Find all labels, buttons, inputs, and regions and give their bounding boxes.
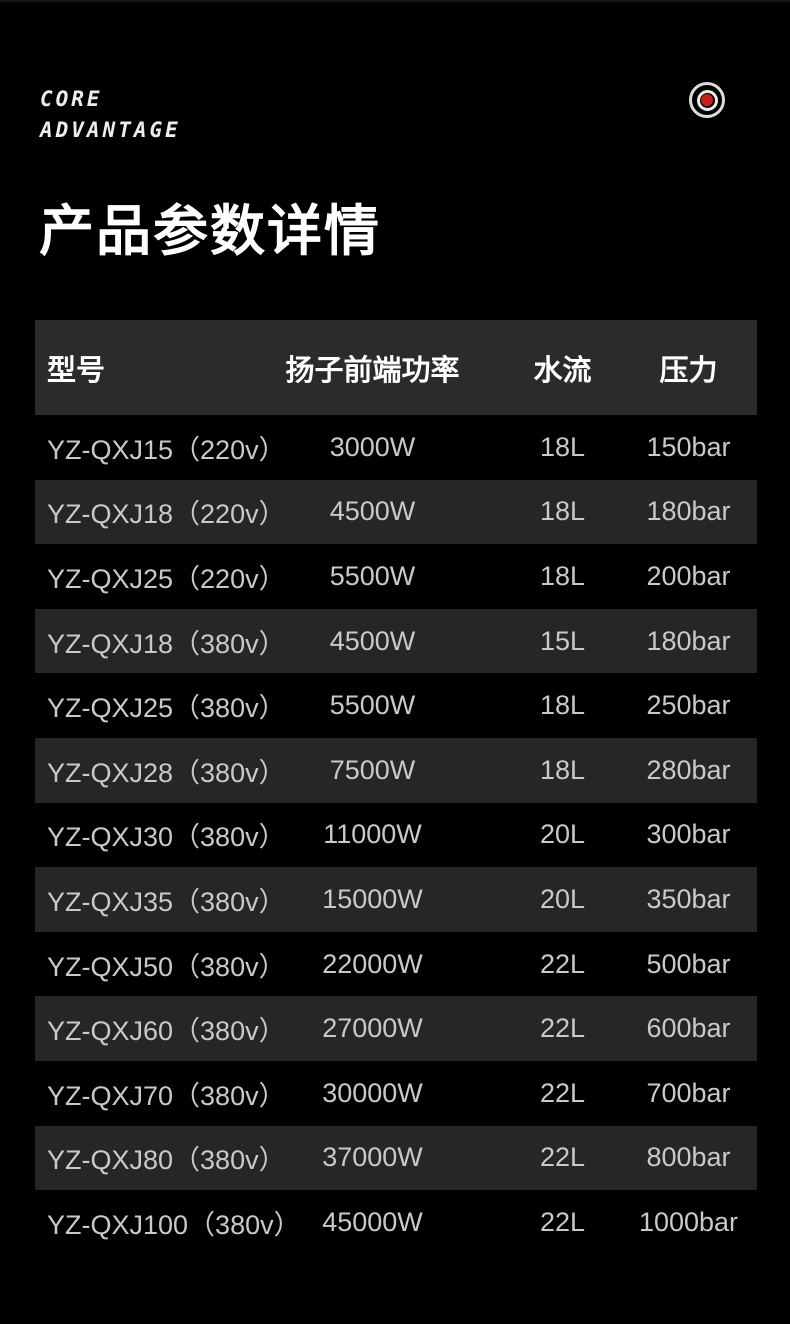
cell-pressure: 300bar bbox=[646, 819, 731, 850]
cell-power: 45000W bbox=[322, 1206, 423, 1237]
cell-power: 11000W bbox=[323, 819, 422, 850]
table-row: YZ-QXJ18（380v） 4500W 15L 180bar bbox=[35, 608, 757, 674]
column-header-pressure: 压力 bbox=[659, 354, 718, 387]
cell-power: 7500W bbox=[329, 754, 416, 785]
cell-model: YZ-QXJ18（220v） bbox=[47, 499, 286, 530]
cell-flow: 18L bbox=[539, 754, 586, 785]
cell-power: 4500W bbox=[329, 625, 416, 656]
cell-pressure: 800bar bbox=[646, 1142, 731, 1173]
cell-model: YZ-QXJ18（380v） bbox=[47, 628, 286, 659]
cell-pressure: 700bar bbox=[646, 1077, 731, 1108]
cell-flow: 22L bbox=[539, 1013, 586, 1044]
cell-power: 3000W bbox=[329, 431, 416, 462]
column-header-model: 型号 bbox=[47, 354, 106, 387]
cell-flow: 22L bbox=[539, 1077, 586, 1108]
brand-logo: CORE ADVANTAGE bbox=[40, 84, 181, 146]
brand-line-1: CORE bbox=[40, 87, 103, 111]
table-row: YZ-QXJ18（220v） 4500W 18L 180bar bbox=[35, 479, 757, 545]
cell-model: YZ-QXJ35（380v） bbox=[47, 886, 286, 917]
cell-flow: 15L bbox=[539, 625, 586, 656]
cell-power: 5500W bbox=[329, 560, 416, 591]
cell-flow: 22L bbox=[539, 1142, 586, 1173]
table-row: YZ-QXJ15（220v） 3000W 18L 150bar bbox=[35, 415, 757, 480]
cell-flow: 20L bbox=[539, 883, 586, 914]
table-row: YZ-QXJ80（380v） 37000W 22L 800bar bbox=[35, 1125, 757, 1191]
cell-power: 30000W bbox=[322, 1077, 423, 1108]
cell-flow: 18L bbox=[539, 560, 586, 591]
cell-model: YZ-QXJ25（380v） bbox=[47, 693, 286, 724]
table-row: YZ-QXJ70（380v） 30000W 22L 700bar bbox=[35, 1061, 757, 1126]
cell-power: 15000W bbox=[322, 883, 423, 914]
target-red-dot bbox=[701, 94, 713, 106]
cell-power: 27000W bbox=[322, 1013, 423, 1044]
page-title: 产品参数详情 bbox=[39, 200, 382, 262]
cell-model: YZ-QXJ80（380v） bbox=[47, 1145, 286, 1176]
cell-model: YZ-QXJ100（380v） bbox=[47, 1209, 301, 1240]
cell-model: YZ-QXJ28（380v） bbox=[47, 757, 286, 788]
table-row: YZ-QXJ30（380v） 11000W 20L 300bar bbox=[35, 803, 757, 868]
brand-line-2: ADVANTAGE bbox=[40, 118, 181, 142]
cell-pressure: 600bar bbox=[646, 1013, 731, 1044]
cell-pressure: 200bar bbox=[646, 560, 731, 591]
spec-table: 型号 扬子前端功率 水流 压力 YZ-QXJ15（220v） 3000W 18L… bbox=[35, 320, 757, 1255]
table-header-row: 型号 扬子前端功率 水流 压力 bbox=[35, 320, 757, 415]
cell-pressure: 1000bar bbox=[638, 1206, 739, 1237]
cell-power: 4500W bbox=[329, 496, 416, 527]
cell-model: YZ-QXJ70（380v） bbox=[47, 1080, 286, 1111]
table-row: YZ-QXJ25（220v） 5500W 18L 200bar bbox=[35, 544, 757, 609]
cell-model: YZ-QXJ25（220v） bbox=[47, 563, 286, 594]
column-header-power: 扬子前端功率 bbox=[285, 354, 460, 387]
cell-pressure: 500bar bbox=[646, 948, 731, 979]
cell-flow: 18L bbox=[539, 496, 586, 527]
cell-power: 22000W bbox=[322, 948, 423, 979]
column-header-flow: 水流 bbox=[533, 354, 592, 387]
table-row: YZ-QXJ28（380v） 7500W 18L 280bar bbox=[35, 737, 757, 803]
table-row: YZ-QXJ35（380v） 15000W 20L 350bar bbox=[35, 867, 757, 932]
table-row: YZ-QXJ25（380v） 5500W 18L 250bar bbox=[35, 673, 757, 738]
cell-power: 37000W bbox=[322, 1142, 423, 1173]
cell-pressure: 350bar bbox=[646, 883, 731, 914]
cell-flow: 22L bbox=[539, 948, 586, 979]
cell-model: YZ-QXJ60（380v） bbox=[47, 1016, 286, 1047]
cell-model: YZ-QXJ50（380v） bbox=[47, 951, 286, 982]
cell-flow: 22L bbox=[539, 1206, 586, 1237]
cell-model: YZ-QXJ15（220v） bbox=[47, 434, 286, 465]
cell-flow: 20L bbox=[539, 819, 586, 850]
target-inner-ring bbox=[696, 89, 718, 111]
cell-flow: 18L bbox=[539, 431, 586, 462]
cell-pressure: 180bar bbox=[646, 625, 731, 656]
cell-pressure: 180bar bbox=[646, 496, 731, 527]
cell-model: YZ-QXJ30（380v） bbox=[47, 822, 286, 853]
cell-pressure: 280bar bbox=[646, 754, 731, 785]
target-record-icon bbox=[689, 82, 725, 118]
table-row: YZ-QXJ50（380v） 22000W 22L 500bar bbox=[35, 932, 757, 997]
cell-flow: 18L bbox=[539, 690, 586, 721]
cell-pressure: 150bar bbox=[646, 431, 731, 462]
cell-power: 5500W bbox=[329, 690, 416, 721]
cell-pressure: 250bar bbox=[646, 690, 731, 721]
table-row: YZ-QXJ60（380v） 27000W 22L 600bar bbox=[35, 996, 757, 1061]
table-row: YZ-QXJ100（380v） 45000W 22L 1000bar bbox=[35, 1190, 757, 1255]
table-rows: YZ-QXJ15（220v） 3000W 18L 150bar YZ-QXJ18… bbox=[35, 415, 757, 1255]
